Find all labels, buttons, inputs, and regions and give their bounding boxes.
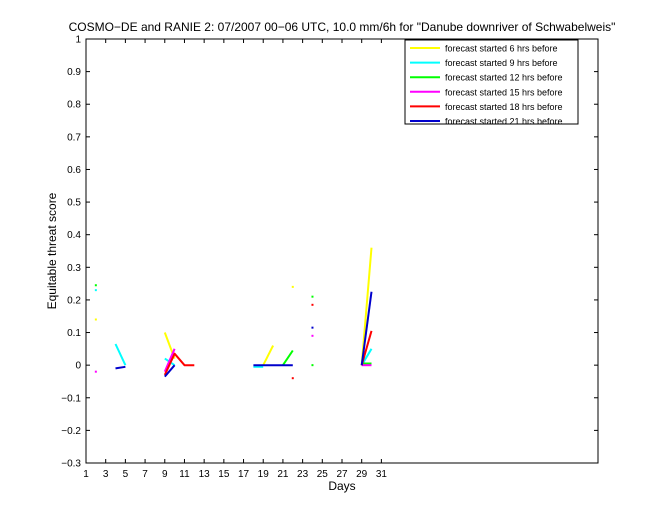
x-tick-label: 7	[142, 469, 148, 480]
data-point	[311, 326, 314, 329]
y-tick-label: 0.3	[67, 263, 81, 274]
axis-ticks: 1 3 5 7 9 11 13 15 17 19 21 23 25 27 29 31−0.3−0.2−0.10…	[61, 35, 598, 480]
x-tick-label: 1	[83, 469, 89, 480]
legend-label: forecast started 9 hrs before	[445, 58, 558, 68]
y-tick-label: −0.3	[61, 459, 81, 470]
legend-label: forecast started 6 hrs before	[445, 44, 558, 54]
x-tick-label: 29	[356, 469, 368, 480]
data-point	[94, 289, 97, 292]
series-2	[94, 284, 372, 367]
x-tick-label: 27	[336, 469, 348, 480]
data-point	[94, 284, 97, 287]
x-tick-label: 3	[103, 469, 109, 480]
series-line	[163, 352, 195, 376]
y-axis-label: Equitable threat score	[45, 192, 59, 309]
y-tick-label: 0.5	[67, 198, 81, 209]
x-tick-label: 23	[297, 469, 309, 480]
x-tick-label: 9	[162, 469, 168, 480]
legend-label: forecast started 18 hrs before	[445, 102, 563, 112]
y-tick-label: 0.8	[67, 100, 81, 111]
y-tick-label: 0	[75, 361, 81, 372]
legend-label: forecast started 12 hrs before	[445, 73, 563, 83]
y-tick-label: 0.1	[67, 328, 81, 339]
data-point	[311, 334, 314, 337]
y-tick-label: 0.4	[67, 230, 81, 241]
legend-label: forecast started 21 hrs before	[445, 117, 563, 127]
series-line	[164, 364, 176, 378]
series-line	[282, 349, 294, 366]
data-point	[311, 364, 314, 367]
x-tick-label: 17	[238, 469, 250, 480]
data-point	[94, 370, 97, 373]
y-tick-label: 0.9	[67, 67, 81, 78]
series-line	[115, 365, 126, 370]
y-tick-label: −0.1	[61, 393, 81, 404]
x-tick-label: 15	[218, 469, 230, 480]
y-tick-label: −0.2	[61, 426, 81, 437]
data-point	[94, 318, 97, 321]
y-tick-label: 0.6	[67, 165, 81, 176]
x-tick-label: 19	[258, 469, 270, 480]
series-line	[114, 343, 127, 366]
legend-box	[404, 39, 579, 125]
chart-title: COSMO−DE and RANIE 2: 07/2007 00−06 UTC,…	[69, 20, 616, 34]
x-tick-label: 5	[123, 469, 129, 480]
series-line	[262, 345, 274, 366]
series-line	[163, 348, 176, 373]
data-point	[291, 285, 294, 288]
x-tick-label: 21	[277, 469, 289, 480]
series-layer	[94, 247, 373, 380]
x-tick-label: 11	[179, 469, 190, 480]
series-line	[360, 291, 373, 366]
data-point	[291, 377, 294, 380]
series-3	[94, 334, 372, 373]
x-tick-label: 13	[199, 469, 211, 480]
y-tick-label: 0.7	[67, 132, 81, 143]
x-tick-label: 31	[376, 469, 388, 480]
x-tick-label: 25	[317, 469, 329, 480]
y-tick-label: 0.2	[67, 295, 81, 306]
data-point	[311, 303, 314, 306]
series-5	[115, 291, 373, 378]
legend-label: forecast started 15 hrs before	[445, 87, 563, 97]
legend: forecast started 6 hrs before forecast st…	[404, 39, 579, 127]
y-tick-label: 1	[75, 35, 81, 46]
data-point	[311, 295, 314, 298]
x-axis-label: Days	[328, 479, 355, 493]
